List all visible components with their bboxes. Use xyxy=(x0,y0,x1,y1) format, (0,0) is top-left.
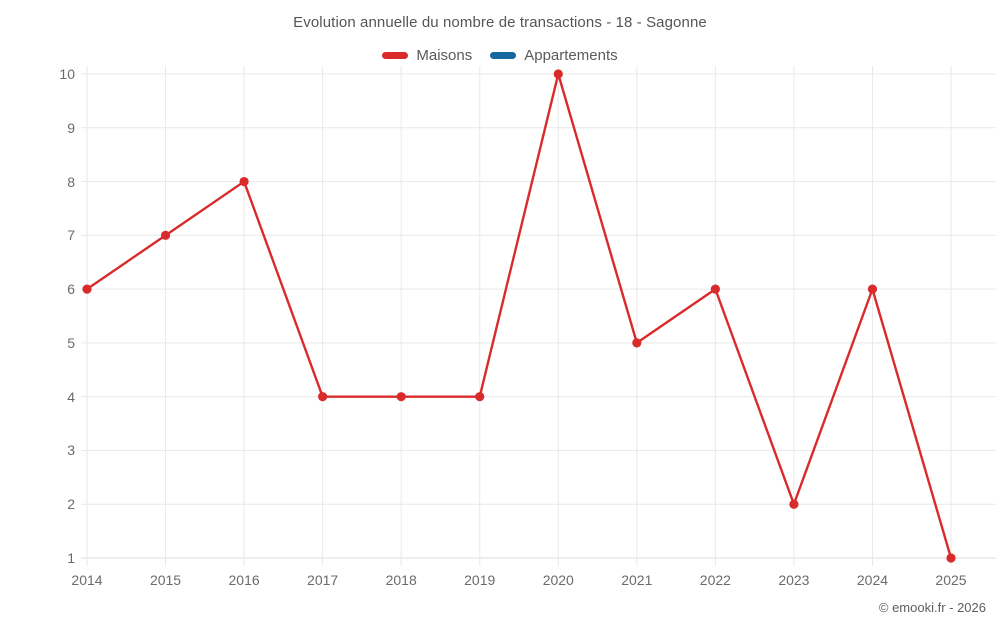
y-axis-tick-label: 2 xyxy=(67,496,75,513)
y-axis-tick-label: 7 xyxy=(67,227,75,244)
chart-legend: Maisons Appartements xyxy=(0,44,1000,66)
copyright-credit: © emooki.fr - 2026 xyxy=(878,600,986,615)
y-axis-tick-label: 6 xyxy=(67,281,75,298)
series-line xyxy=(85,72,953,560)
data-point[interactable] xyxy=(160,230,171,240)
y-axis-tick-label: 8 xyxy=(67,173,75,190)
x-axis-tick-label: 2018 xyxy=(385,572,417,588)
y-axis-tick-label: 3 xyxy=(67,442,75,459)
x-axis-tick-label: 2016 xyxy=(228,572,260,588)
data-point[interactable] xyxy=(789,499,799,509)
x-axis-tick-label: 2015 xyxy=(149,572,182,588)
data-point[interactable] xyxy=(82,284,92,294)
legend-item-appartements[interactable]: Appartements xyxy=(490,46,618,64)
data-point[interactable] xyxy=(946,553,956,563)
x-axis-tick-label: 2020 xyxy=(542,572,574,588)
data-point[interactable] xyxy=(396,392,406,402)
x-axis-tick-label: 2019 xyxy=(464,572,496,588)
x-axis-tick-label: 2025 xyxy=(935,572,967,588)
legend-swatch-icon xyxy=(382,51,409,59)
y-axis-tick-label: 1 xyxy=(67,550,75,566)
data-point[interactable] xyxy=(632,338,642,348)
y-axis-tick-label: 10 xyxy=(59,66,75,82)
data-point[interactable] xyxy=(710,284,720,294)
legend-label: Maisons xyxy=(416,46,473,64)
data-point[interactable] xyxy=(318,392,328,402)
series-maisons xyxy=(82,69,956,563)
chart-title: Evolution annuelle du nombre de transact… xyxy=(293,14,707,31)
legend-swatch-icon xyxy=(490,51,517,59)
legend-item-maisons[interactable]: Maisons xyxy=(382,47,472,64)
data-point[interactable] xyxy=(867,284,878,294)
y-axis-tick-label: 5 xyxy=(67,334,75,351)
x-axis-tick-label: 2024 xyxy=(856,572,889,588)
y-axis-tick-label: 4 xyxy=(67,388,75,405)
data-point[interactable] xyxy=(475,392,485,402)
x-axis-tick-label: 2023 xyxy=(778,572,810,588)
x-axis-tick-label: 2021 xyxy=(621,572,653,588)
grid-lines xyxy=(81,66,996,566)
legend-label: Appartements xyxy=(524,46,618,64)
x-axis-tick-label: 2014 xyxy=(71,572,103,588)
x-axis-tick-label: 2017 xyxy=(307,572,339,588)
data-point[interactable] xyxy=(239,176,249,187)
y-axis-tick-label: 9 xyxy=(67,119,75,136)
data-point[interactable] xyxy=(553,69,563,79)
x-axis-tick-label: 2022 xyxy=(699,572,731,588)
